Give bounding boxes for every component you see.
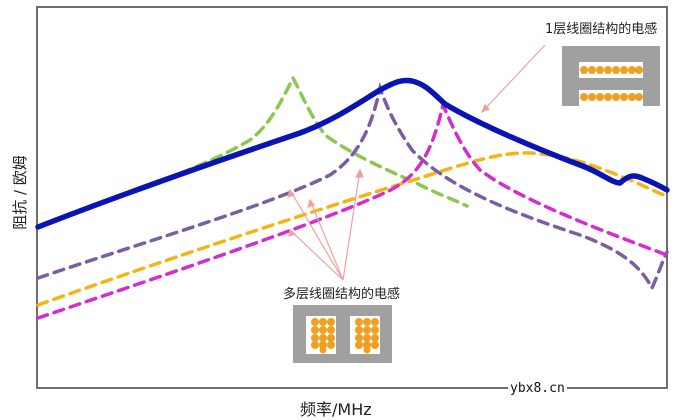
single-layer-annotation: 1层线圈结构的电感 [545,22,658,37]
y-axis-label: 阻抗 / 欧姆 [4,142,34,242]
x-axis-label: 频率/MHz [300,400,372,419]
y-axis-label-text: 阻抗 / 欧姆 [10,154,29,230]
series-magenta-dashed [36,99,669,320]
series-purple-dashed [36,81,669,292]
multi-layer-arrows [287,168,364,281]
single-layer-arrow [480,44,546,114]
plot-frame [36,6,668,389]
single-layer-inset [562,46,660,106]
series-blue-solid [35,77,670,230]
watermark: ybx8.cn [508,381,567,396]
series-orange-dashed [36,151,669,307]
multi-layer-inset [293,305,392,363]
multi-layer-annotation: 多层线圈结构的电感 [283,287,401,302]
